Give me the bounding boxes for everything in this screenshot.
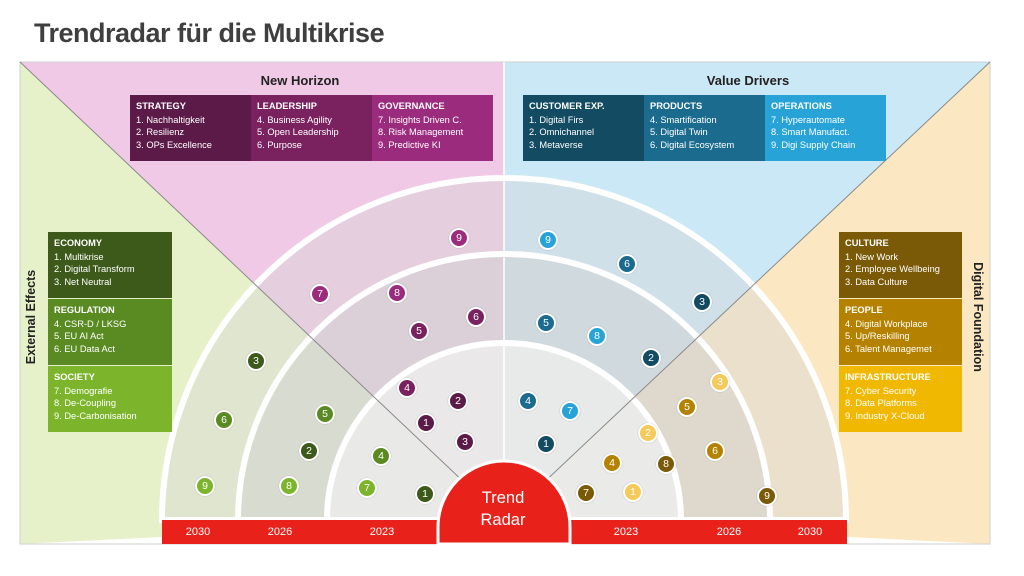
trend-dot-5[interactable]: 5 (536, 313, 556, 333)
leadership-box: LEADERSHIP 4. Business Agility 5. Open L… (251, 95, 372, 161)
culture-box: CULTURE 1. New Work 2. Employee Wellbein… (839, 232, 962, 298)
trend-dot-6[interactable]: 6 (705, 441, 725, 461)
trend-radar-label: Trend Radar (480, 489, 526, 529)
sector-line-left (19, 61, 505, 521)
trend-dot-3[interactable]: 3 (692, 292, 712, 312)
trend-dot-7[interactable]: 7 (560, 401, 580, 421)
year-label-left-middle: 2026 (267, 526, 293, 538)
external-effects-title: External Effects (24, 269, 38, 365)
year-label-right-middle: 2026 (716, 526, 742, 538)
year-label-right-outer: 2030 (797, 526, 823, 538)
trend-dot-5[interactable]: 5 (315, 404, 335, 424)
digital-foundation-title: Digital Foundation (971, 262, 985, 372)
customer-exp-box: CUSTOMER EXP. 1. Digital Firs 2. Omnicha… (523, 95, 644, 161)
trend-dot-2[interactable]: 2 (638, 423, 658, 443)
products-box: PRODUCTS 4. Smartification 5. Digital Tw… (644, 95, 765, 161)
regulation-box: REGULATION 4. CSR-D / LKSG 5. EU AI Act … (48, 299, 172, 365)
trend-dot-5[interactable]: 5 (409, 321, 429, 341)
infrastructure-box: INFRASTRUCTURE 7. Cyber Security 8. Data… (839, 366, 962, 432)
year-label-left-inner: 2023 (369, 526, 395, 538)
trend-dot-4[interactable]: 4 (518, 391, 538, 411)
trend-dot-1[interactable]: 1 (416, 413, 436, 433)
trend-dot-6[interactable]: 6 (617, 254, 637, 274)
trend-dot-1[interactable]: 1 (415, 484, 435, 504)
trend-dot-4[interactable]: 4 (371, 446, 391, 466)
sector-line-right (503, 61, 991, 521)
trend-dot-4[interactable]: 4 (397, 378, 417, 398)
trend-dot-1[interactable]: 1 (536, 434, 556, 454)
trend-dot-8[interactable]: 8 (279, 476, 299, 496)
trend-dot-7[interactable]: 7 (357, 478, 377, 498)
trend-dot-1[interactable]: 1 (623, 482, 643, 502)
trend-dot-9[interactable]: 9 (538, 230, 558, 250)
trend-dot-2[interactable]: 2 (448, 391, 468, 411)
trend-dot-8[interactable]: 8 (587, 326, 607, 346)
operations-box: OPERATIONS 7. Hyperautomate 8. Smart Man… (765, 95, 886, 161)
trend-dot-6[interactable]: 6 (214, 410, 234, 430)
trend-dot-8[interactable]: 8 (387, 283, 407, 303)
trend-dot-2[interactable]: 2 (641, 348, 661, 368)
trend-dot-8[interactable]: 8 (656, 454, 676, 474)
trend-dot-9[interactable]: 9 (195, 476, 215, 496)
year-label-right-inner: 2023 (613, 526, 639, 538)
people-box: PEOPLE 4. Digital Workplace 5. Up/Reskil… (839, 299, 962, 365)
year-label-left-outer: 2030 (185, 526, 211, 538)
trend-dot-3[interactable]: 3 (710, 372, 730, 392)
trend-dot-9[interactable]: 9 (757, 486, 777, 506)
trend-dot-3[interactable]: 3 (455, 432, 475, 452)
strategy-box: STRATEGY 1. Nachhaltigkeit 2. Resilienz … (130, 95, 251, 161)
trend-dot-7[interactable]: 7 (310, 284, 330, 304)
page-title: Trendradar für die Multikrise (34, 18, 385, 48)
economy-box: ECONOMY 1. Multikrise 2. Digital Transfo… (48, 232, 172, 298)
governance-box: GOVERNANCE 7. Insights Driven C. 8. Risk… (372, 95, 493, 161)
trend-dot-6[interactable]: 6 (466, 307, 486, 327)
trend-dot-2[interactable]: 2 (299, 441, 319, 461)
trend-dot-7[interactable]: 7 (576, 483, 596, 503)
society-box: SOCIETY 7. Demografie 8. De-Coupling 9. … (48, 366, 172, 432)
trend-dot-9[interactable]: 9 (449, 228, 469, 248)
trend-dot-5[interactable]: 5 (677, 397, 697, 417)
new-horizon-title: New Horizon (260, 73, 340, 88)
trend-radar-center (436, 459, 572, 546)
value-drivers-title: Value Drivers (706, 73, 790, 88)
trend-dot-4[interactable]: 4 (602, 453, 622, 473)
trend-dot-3[interactable]: 3 (246, 351, 266, 371)
